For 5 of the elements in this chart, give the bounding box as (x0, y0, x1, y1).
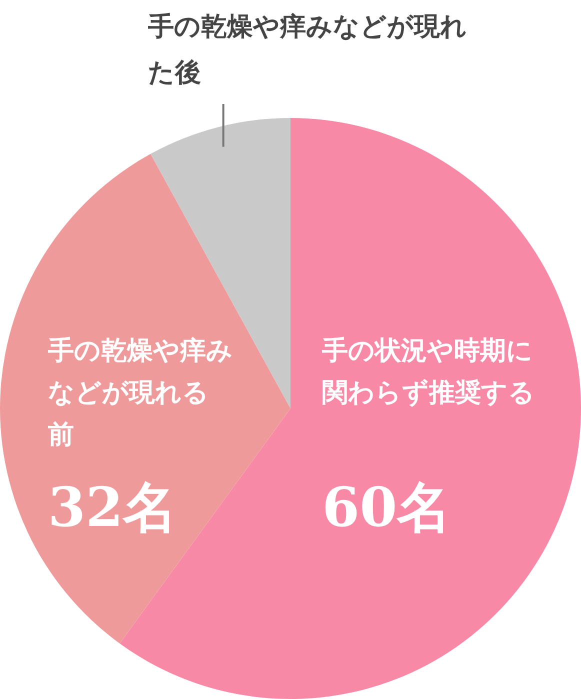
data-label: 60名 (322, 475, 452, 540)
slice-label: 手の状況や時期に関わらず推奨する (321, 336, 535, 408)
slice-label: 手の乾燥や痒みなどが現れた後 (147, 12, 467, 88)
slice-label: 手の乾燥や痒みなどが現れる前 (47, 336, 233, 450)
data-label: 32名 (48, 475, 178, 540)
